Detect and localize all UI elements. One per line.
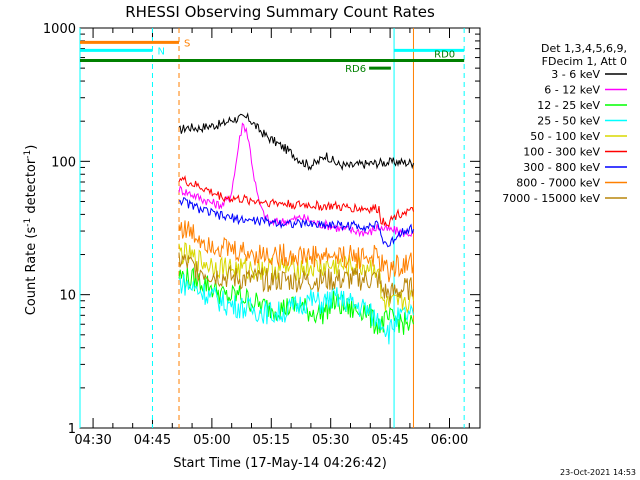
series-line xyxy=(178,174,414,228)
x-tick-label: 04:30 xyxy=(74,433,111,448)
legend-title-line: FDecim 1, Att 0 xyxy=(542,55,627,68)
series-line xyxy=(178,252,414,304)
legend-entry-label: 7000 - 15000 keV xyxy=(502,192,600,205)
legend-entry-label: 25 - 50 keV xyxy=(537,115,600,128)
legend-entry-label: 3 - 6 keV xyxy=(551,68,600,81)
y-tick-label: 100 xyxy=(51,155,76,170)
y-tick-label: 1 xyxy=(68,422,76,437)
plot-frame xyxy=(79,27,481,429)
x-tick-label: 05:45 xyxy=(371,433,408,448)
legend-title-line: Det 1,3,4,5,6,9, xyxy=(541,42,627,55)
legend-entry-label: 12 - 25 keV xyxy=(537,99,600,112)
y-axis-label-sup2: -1 xyxy=(23,150,33,159)
legend-entry-label: 6 - 12 keV xyxy=(544,84,600,97)
y-axis-label-mid: detector xyxy=(24,158,39,218)
status-bar-label: N xyxy=(157,46,164,57)
series-line xyxy=(178,220,414,283)
y-axis-label-end: ) xyxy=(24,145,39,150)
y-tick-label: 10 xyxy=(59,289,76,304)
footer-date: 23-Oct-2021 14:53 xyxy=(560,468,636,477)
legend-entry-label: 100 - 300 keV xyxy=(523,146,600,159)
y-axis-label-main: Count Rate (s xyxy=(24,227,39,316)
status-bar-label: S xyxy=(184,38,190,49)
legend: Det 1,3,4,5,6,9,FDecim 1, Att 03 - 6 keV… xyxy=(502,42,627,205)
plot-area: 1 10 100 1000 04:30 04:45 05:00 05:15 05:30 05:45… xyxy=(43,22,481,448)
legend-entry-label: 300 - 800 keV xyxy=(523,161,600,174)
legend-entry-label: 50 - 100 keV xyxy=(530,130,600,143)
legend-entry-label: 800 - 7000 keV xyxy=(516,177,600,190)
x-axis-label: Start Time (17-May-14 04:26:42) xyxy=(173,456,387,471)
status-bar-label: RD0 xyxy=(434,50,455,61)
series-line xyxy=(178,122,414,238)
series-line xyxy=(178,273,414,345)
x-tick-label: 06:00 xyxy=(431,433,468,448)
chart-title: RHESSI Observing Summary Count Rates xyxy=(125,3,435,21)
x-tick-label: 04:45 xyxy=(134,433,171,448)
y-axis-label: Count Rate (s-1 detector-1) xyxy=(23,145,39,316)
y-tick-label: 1000 xyxy=(43,22,76,37)
series-line xyxy=(178,196,414,248)
x-tick-label: 05:30 xyxy=(312,433,349,448)
x-tick-label: 05:15 xyxy=(253,433,290,448)
x-tick-label: 05:00 xyxy=(193,433,230,448)
series-line xyxy=(178,112,414,171)
y-axis-label-sup1: -1 xyxy=(23,218,33,227)
status-bar-label: RD6 xyxy=(345,64,366,75)
